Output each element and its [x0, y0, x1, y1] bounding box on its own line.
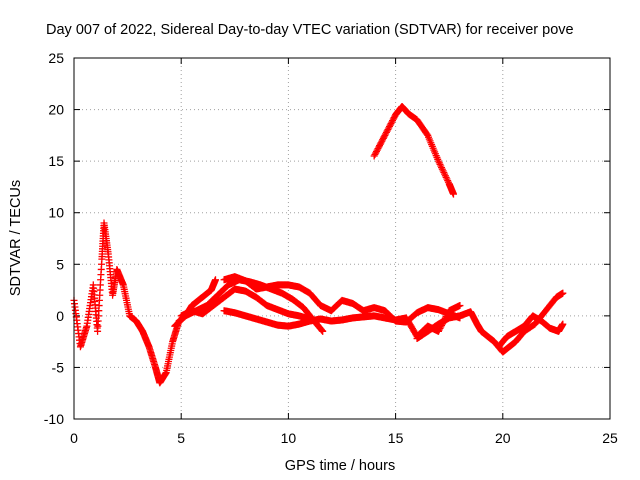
- data-point: [559, 320, 567, 328]
- data-point: [443, 175, 451, 183]
- x-tick-label: 10: [281, 430, 297, 446]
- y-axis-label: SDTVAR / TECUs: [8, 180, 24, 296]
- x-tick-label: 5: [177, 430, 185, 446]
- data-point: [440, 168, 448, 176]
- series-track-1: [70, 219, 220, 387]
- data-point: [441, 170, 449, 178]
- y-tick-label: -5: [52, 359, 65, 375]
- data-point: [319, 327, 327, 335]
- data-point: [439, 167, 447, 175]
- y-tick-label: 0: [56, 308, 64, 324]
- x-tick-label: 25: [602, 430, 618, 446]
- plot-area: [70, 102, 567, 387]
- data-point: [437, 162, 445, 170]
- data-point: [436, 160, 444, 168]
- y-tick-label: 25: [48, 50, 64, 66]
- chart-title: Day 007 of 2022, Sidereal Day-to-day VTE…: [46, 22, 574, 38]
- data-point: [438, 164, 446, 172]
- x-tick-label: 20: [495, 430, 511, 446]
- x-tick-label: 15: [388, 430, 404, 446]
- series-track-6: [370, 102, 457, 198]
- y-tick-label: 10: [48, 205, 64, 221]
- y-tick-label: -10: [44, 411, 64, 427]
- data-point: [442, 173, 450, 181]
- data-point: [212, 276, 220, 284]
- y-tick-label: 5: [56, 256, 64, 272]
- data-point: [456, 302, 464, 310]
- data-point: [434, 157, 442, 165]
- y-tick-label: 20: [48, 102, 64, 118]
- data-point: [438, 165, 446, 173]
- x-axis-label: GPS time / hours: [285, 458, 395, 474]
- data-point: [441, 172, 449, 180]
- series-track-8: [495, 312, 567, 351]
- data-point: [449, 190, 457, 198]
- series-track-7: [413, 289, 567, 356]
- plot-frame: [73, 57, 611, 420]
- data-point: [444, 177, 452, 185]
- y-tick-label: 15: [48, 153, 64, 169]
- data-point: [435, 159, 443, 167]
- x-tick-label: 0: [70, 430, 78, 446]
- data-point: [559, 289, 567, 297]
